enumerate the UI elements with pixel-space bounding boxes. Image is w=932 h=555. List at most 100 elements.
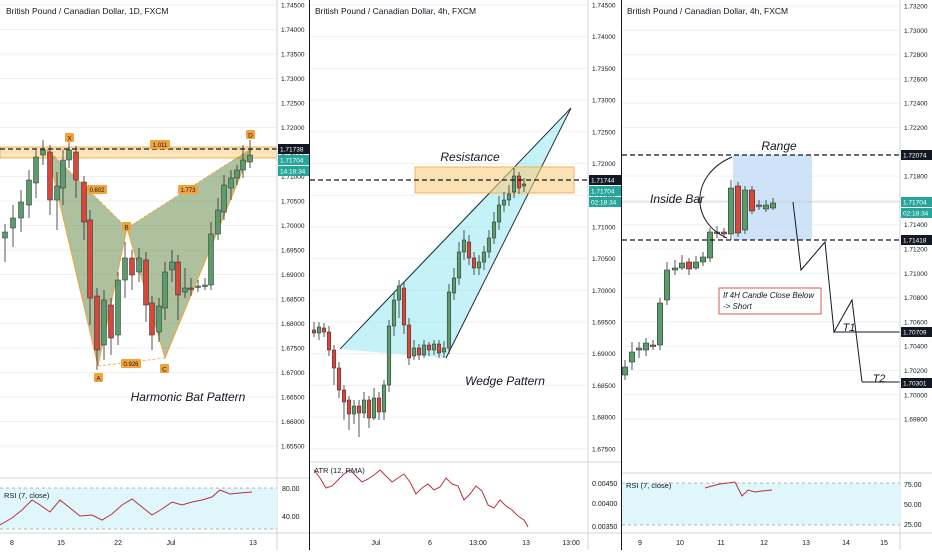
candle	[622, 360, 628, 380]
price-tag-label: 02:18:34	[903, 211, 929, 218]
panel-2-header: British Pound / Canadian Dollar, 4h, FXC…	[315, 6, 476, 16]
price-tick-label: 1.70000	[281, 223, 305, 230]
time-tick-label: 13:00	[562, 540, 580, 547]
candle	[54, 172, 60, 230]
panel-2-indicator-tick-3: 0.00350	[592, 524, 617, 531]
price-tick-label: 1.74000	[281, 27, 305, 34]
candle	[215, 198, 221, 240]
price-tag-label: 1.70301	[903, 381, 927, 388]
harmonic-bat-label: Harmonic Bat Pattern	[131, 390, 246, 404]
panel-2-indicator-tick-1: 0.00450	[592, 481, 617, 488]
panel-3-time-axis[interactable]: 9 10 11 12 13 14 15	[638, 540, 888, 547]
candle	[643, 338, 649, 356]
price-tick-label: 1.71000	[281, 174, 305, 181]
price-tick-label: 1.72000	[281, 125, 305, 132]
candle	[700, 252, 706, 266]
price-tag-label: 1.70709	[903, 330, 927, 337]
panel-1-candles	[2, 140, 253, 370]
price-tick-label: 1.68000	[281, 321, 305, 328]
time-tick-label: 11	[717, 540, 724, 547]
candle	[411, 340, 417, 360]
pattern-point-c[interactable]: C	[160, 364, 169, 374]
panel-3-indicator-tick-1: 75.00	[904, 482, 922, 489]
price-tick-label: 1.66500	[281, 395, 305, 402]
candle	[406, 318, 412, 365]
time-tick-label: 14	[842, 540, 850, 547]
price-tick-label: 1.72000	[592, 161, 616, 168]
price-tag: 1.71738	[278, 144, 309, 154]
candle	[101, 290, 107, 360]
time-tick-label: 12	[760, 540, 768, 547]
trade-note-line-1: If 4H Candle Close Below	[723, 291, 815, 300]
candle	[188, 278, 194, 296]
price-tick-label: 1.72400	[904, 101, 928, 108]
panel-2-time-axis[interactable]: Jul 6 13:00 13 13:00	[372, 540, 580, 547]
pattern-point-a[interactable]: A	[94, 373, 103, 383]
panel-2-atr-line	[313, 469, 529, 528]
panel-inside-bar[interactable]: British Pound / Canadian Dollar, 4h, FXC…	[622, 0, 932, 550]
panel-harmonic-bat[interactable]: British Pound / Canadian Dollar, 1D, FXC…	[0, 0, 309, 550]
candle	[2, 224, 8, 262]
price-tag-label: 1.71744	[591, 178, 615, 185]
panel-1-indicator-tick-1: 80.00	[282, 486, 300, 493]
candle	[426, 342, 432, 356]
resistance-label: Resistance	[440, 150, 500, 164]
panel-3-indicator-tick-2: 50.00	[904, 502, 922, 509]
price-tick-label: 1.73000	[592, 98, 616, 105]
ratio-label-xd: 1.011	[150, 140, 170, 149]
price-tick-label: 1.69800	[904, 417, 928, 424]
pattern-point-d[interactable]: D	[246, 130, 255, 140]
candle	[471, 252, 477, 275]
pattern-point-b[interactable]: B	[122, 222, 131, 232]
panel-2-background	[310, 0, 621, 550]
candle	[511, 168, 517, 198]
candle	[143, 252, 149, 322]
candle	[326, 326, 332, 356]
candle	[60, 150, 66, 205]
panel-wedge[interactable]: British Pound / Canadian Dollar, 4h, FXC…	[310, 0, 621, 550]
candle	[629, 342, 635, 370]
pattern-point-x[interactable]: X	[65, 133, 74, 143]
time-tick-label: 13	[249, 540, 257, 547]
time-tick-label: 10	[676, 540, 684, 547]
price-tick-label: 1.70800	[904, 295, 928, 302]
price-tick-label: 1.73500	[281, 52, 305, 59]
candle	[763, 200, 769, 212]
price-tag: 1.71744	[589, 175, 621, 185]
price-tick-label: 1.72800	[904, 52, 928, 59]
candle	[202, 278, 208, 290]
panel-1-indicator-band	[0, 488, 277, 529]
panel-1-time-axis[interactable]: 8 15 22 Jul 13	[10, 540, 257, 547]
price-tick-label: 1.69000	[592, 351, 616, 358]
candle	[664, 262, 670, 305]
pattern-point-a-label: A	[96, 376, 101, 383]
time-tick-label: 22	[114, 540, 122, 547]
target-2-label: T2	[873, 373, 886, 385]
ratio-label-xb: 0.602	[87, 185, 107, 194]
price-tick-label: 1.67500	[592, 446, 616, 453]
panel-1-indicator-tick-2: 40.00	[282, 514, 300, 521]
panel-2-grid	[310, 4, 588, 450]
candle	[421, 340, 427, 358]
candle	[94, 288, 100, 370]
candle	[466, 235, 472, 265]
candle	[149, 296, 155, 350]
panel-2-price-axis[interactable]: 1.74500 1.74000 1.73500 1.73000 1.72500 1.720…	[592, 3, 616, 454]
candle	[26, 170, 32, 218]
candle	[481, 246, 487, 270]
candle	[234, 165, 240, 185]
panel-1-header: British Pound / Canadian Dollar, 1D, FXC…	[6, 6, 169, 16]
projection-path	[792, 201, 863, 383]
candle	[521, 178, 527, 192]
svg-text:0.926: 0.926	[123, 362, 139, 368]
time-tick-label: 15	[880, 540, 888, 547]
candle	[351, 400, 357, 424]
panel-1-indicator-label: RSI (7, close)	[4, 491, 50, 500]
candle	[195, 280, 201, 292]
candle	[208, 222, 214, 290]
price-tick-label: 1.65500	[281, 444, 305, 451]
price-tick-label: 1.70200	[904, 368, 928, 375]
time-tick-label: 8	[10, 540, 14, 547]
time-tick-label: Jul	[167, 540, 176, 547]
